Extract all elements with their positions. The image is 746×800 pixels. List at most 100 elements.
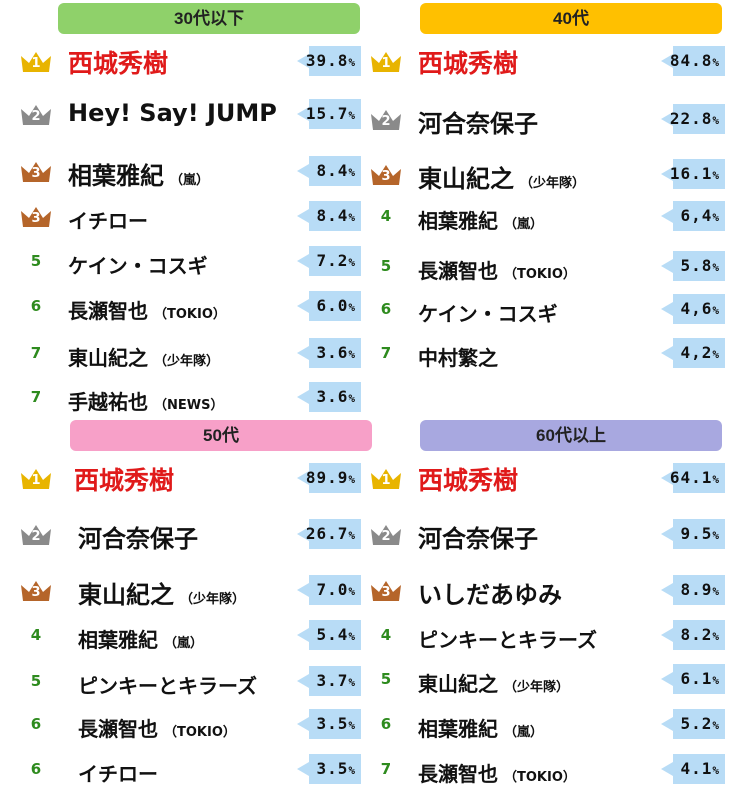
- percentage-value: 3.5%: [316, 759, 355, 778]
- artist-name-text: ピンキーとキラーズ: [78, 674, 257, 698]
- percentage-unit: %: [712, 261, 719, 274]
- artist-name: ピンキーとキラーズ: [418, 624, 597, 653]
- percentage-value: 5.2%: [680, 714, 719, 733]
- percentage-box: 3.6%: [297, 338, 361, 368]
- rank-number: 2: [31, 529, 41, 544]
- group-name: （TOKIO）: [504, 267, 576, 282]
- percentage-box: 22.8%: [661, 104, 725, 134]
- artist-name-text: 東山紀之: [418, 672, 498, 696]
- percentage-number: 4,2: [680, 343, 713, 362]
- percentage-number: 8.4: [316, 161, 349, 180]
- artist-name: ケイン・コスギ: [418, 298, 558, 327]
- percentage-value: 16.1%: [670, 164, 719, 183]
- ranking-row: 2 河合奈保子 22.8%: [368, 102, 725, 142]
- rank-number: 6: [368, 294, 404, 324]
- percentage-unit: %: [348, 211, 355, 224]
- crown-icon: 2: [18, 519, 54, 549]
- ranking-row: 4 相葉雅紀 （嵐） 5.4%: [18, 618, 361, 658]
- percentage-box: 3.5%: [297, 754, 361, 784]
- percentage-box: 89.9%: [297, 463, 361, 493]
- percentage-unit: %: [712, 211, 719, 224]
- percentage-value: 15.7%: [306, 104, 355, 123]
- rank-number: 7: [18, 382, 54, 412]
- artist-name: 長瀬智也 （TOKIO）: [68, 295, 226, 324]
- rank-number: 3: [381, 585, 391, 600]
- percentage-unit: %: [348, 473, 355, 486]
- artist-name: 長瀬智也 （TOKIO）: [418, 255, 576, 284]
- rank-number: 5: [380, 670, 392, 688]
- ranking-row: 1 西城秀樹 89.9%: [18, 461, 361, 501]
- percentage-unit: %: [348, 56, 355, 69]
- percentage-number: 39.8: [305, 51, 349, 70]
- percentage-number: 22.8: [669, 109, 713, 128]
- artist-name-text: いしだあゆみ: [418, 581, 562, 609]
- percentage-box: 15.7%: [297, 99, 361, 129]
- percentage-number: 4.1: [680, 759, 713, 778]
- rank-number: 5: [380, 257, 392, 275]
- artist-name: 西城秀樹: [74, 461, 174, 497]
- artist-name-text: 長瀬智也: [418, 762, 498, 786]
- ranking-row: 1 西城秀樹 39.8%: [18, 44, 361, 84]
- artist-name-text: 河合奈保子: [418, 525, 538, 553]
- percentage-unit: %: [712, 585, 719, 598]
- percentage-box: 8.9%: [661, 575, 725, 605]
- ranking-row: 2 Hey! Say! JUMP 15.7%: [18, 97, 361, 137]
- percentage-value: 3.7%: [316, 671, 355, 690]
- percentage-unit: %: [348, 166, 355, 179]
- percentage-unit: %: [348, 585, 355, 598]
- percentage-number: 16.1: [669, 164, 713, 183]
- percentage-number: 8.2: [680, 625, 713, 644]
- artist-name-text: 手越祐也: [68, 390, 148, 414]
- group-name: （嵐）: [504, 725, 544, 740]
- percentage-number: 64.1: [669, 468, 713, 487]
- percentage-number: 6,4: [680, 206, 713, 225]
- artist-name-text: 長瀬智也: [78, 717, 158, 741]
- panel-0: 30代以下: [58, 3, 360, 34]
- artist-name-text: 東山紀之: [78, 581, 174, 609]
- percentage-number: 3.7: [316, 671, 349, 690]
- ranking-row: 2 河合奈保子 26.7%: [18, 517, 361, 557]
- ranking-row: 1 西城秀樹 84.8%: [368, 44, 725, 84]
- artist-name: 長瀬智也 （TOKIO）: [418, 758, 576, 787]
- percentage-value: 22.8%: [670, 109, 719, 128]
- percentage-number: 9.5: [680, 524, 713, 543]
- crown-icon: 3: [18, 156, 54, 186]
- percentage-value: 3.6%: [316, 387, 355, 406]
- rank-number: 2: [31, 109, 41, 124]
- artist-name-text: 相葉雅紀: [78, 628, 158, 652]
- percentage-number: 7.0: [316, 580, 349, 599]
- ranking-row: 4 ピンキーとキラーズ 8.2%: [368, 618, 725, 658]
- percentage-number: 26.7: [305, 524, 349, 543]
- rank-number: 5: [18, 246, 54, 276]
- rank-number: 5: [368, 664, 404, 694]
- percentage-value: 8.2%: [680, 625, 719, 644]
- rank-number: 7: [368, 338, 404, 368]
- percentage-value: 39.8%: [306, 51, 355, 70]
- panel-header: 50代: [70, 420, 372, 451]
- percentage-box: 26.7%: [297, 519, 361, 549]
- percentage-number: 5.2: [680, 714, 713, 733]
- panel-2: 50代: [70, 420, 372, 451]
- artist-name-text: 東山紀之: [68, 346, 148, 370]
- percentage-value: 3.6%: [316, 343, 355, 362]
- crown-icon: 3: [368, 159, 404, 189]
- ranking-row: 6 イチロー 3.5%: [18, 752, 361, 792]
- percentage-box: 3.6%: [297, 382, 361, 412]
- rank-number: 2: [381, 529, 391, 544]
- rank-number: 1: [31, 473, 41, 488]
- artist-name-text: 河合奈保子: [78, 525, 198, 553]
- group-name: （嵐）: [170, 173, 210, 188]
- artist-name: 西城秀樹: [68, 44, 168, 80]
- percentage-value: 8.9%: [680, 580, 719, 599]
- artist-name: 河合奈保子: [418, 104, 538, 139]
- panel-header: 30代以下: [58, 3, 360, 34]
- artist-name: 河合奈保子: [418, 519, 538, 554]
- rank-number: 5: [18, 666, 54, 696]
- crown-icon: 1: [18, 463, 54, 493]
- ranking-row: 5 ケイン・コスギ 7.2%: [18, 244, 361, 284]
- percentage-box: 5.4%: [297, 620, 361, 650]
- ranking-row: 6 長瀬智也 （TOKIO） 3.5%: [18, 707, 361, 747]
- rank-number: 6: [18, 754, 54, 784]
- artist-name-text: 河合奈保子: [418, 110, 538, 138]
- percentage-unit: %: [712, 114, 719, 127]
